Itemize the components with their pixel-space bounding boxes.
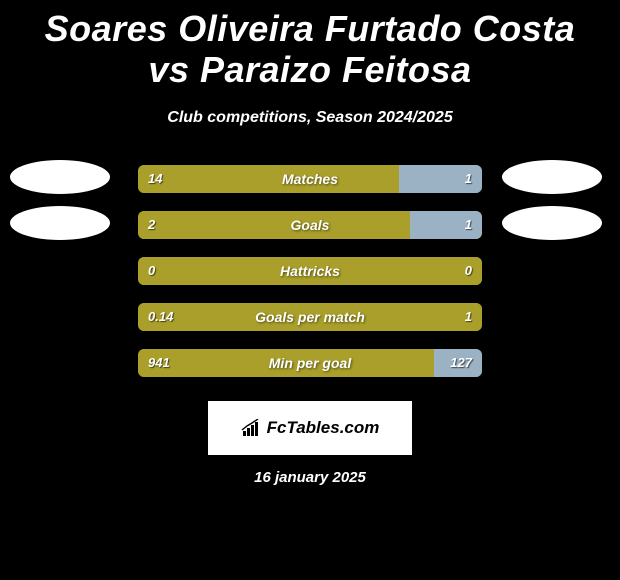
logo-text: FcTables.com bbox=[267, 418, 380, 438]
stat-row: 141Matches bbox=[0, 165, 620, 211]
bar-track: 0.141Goals per match bbox=[138, 303, 482, 331]
stat-row: 941127Min per goal bbox=[0, 349, 620, 395]
stat-value-left: 941 bbox=[148, 349, 170, 377]
player-avatar-right bbox=[502, 206, 602, 240]
stat-row: 21Goals bbox=[0, 211, 620, 257]
bar-left-fill bbox=[138, 211, 410, 239]
stat-value-left: 2 bbox=[148, 211, 155, 239]
bar-left-fill bbox=[138, 257, 482, 285]
comparison-chart: 141Matches21Goals00Hattricks0.141Goals p… bbox=[0, 165, 620, 395]
subtitle: Club competitions, Season 2024/2025 bbox=[0, 109, 620, 127]
stat-value-left: 0 bbox=[148, 257, 155, 285]
stat-value-right: 1 bbox=[465, 211, 472, 239]
stat-value-right: 1 bbox=[465, 303, 472, 331]
chart-bars-icon bbox=[241, 419, 263, 437]
stat-value-left: 0.14 bbox=[148, 303, 173, 331]
bar-track: 21Goals bbox=[138, 211, 482, 239]
bar-track: 141Matches bbox=[138, 165, 482, 193]
player-avatar-left bbox=[10, 160, 110, 194]
logo-box: FcTables.com bbox=[208, 401, 412, 455]
stat-row: 00Hattricks bbox=[0, 257, 620, 303]
stat-value-left: 14 bbox=[148, 165, 162, 193]
bar-track: 00Hattricks bbox=[138, 257, 482, 285]
player-avatar-left bbox=[10, 206, 110, 240]
bar-track: 941127Min per goal bbox=[138, 349, 482, 377]
stat-value-right: 0 bbox=[465, 257, 472, 285]
bar-left-fill bbox=[138, 303, 482, 331]
page-title: Soares Oliveira Furtado Costa vs Paraizo… bbox=[0, 0, 620, 91]
stat-value-right: 1 bbox=[465, 165, 472, 193]
player-avatar-right bbox=[502, 160, 602, 194]
date-text: 16 january 2025 bbox=[0, 469, 620, 486]
bar-left-fill bbox=[138, 165, 399, 193]
stat-value-right: 127 bbox=[450, 349, 472, 377]
stat-row: 0.141Goals per match bbox=[0, 303, 620, 349]
bar-left-fill bbox=[138, 349, 434, 377]
